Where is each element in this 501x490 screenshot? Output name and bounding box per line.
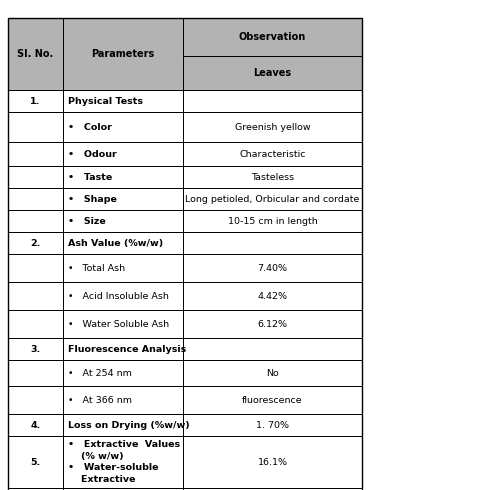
Bar [8, 210, 63, 232]
Text: Sl. No.: Sl. No. [18, 49, 54, 59]
Text: No: No [266, 368, 279, 377]
Text: •   Extractive  Values
    (% w/w)
•   Water-soluble
    Extractive: • Extractive Values (% w/w) • Water-solu… [68, 440, 180, 484]
Text: •   Odour: • Odour [68, 149, 117, 158]
Text: Observation: Observation [238, 32, 306, 42]
Bar [183, 254, 361, 282]
Text: •   Taste: • Taste [68, 172, 112, 181]
Bar [63, 338, 183, 360]
Bar [183, 56, 361, 90]
Text: 10-15 cm in length: 10-15 cm in length [227, 217, 317, 225]
Bar [183, 232, 361, 254]
Text: Loss on Drying (%w/w): Loss on Drying (%w/w) [68, 420, 189, 430]
Bar [8, 488, 63, 490]
Bar [63, 166, 183, 188]
Bar [183, 18, 361, 56]
Bar [63, 254, 183, 282]
Bar [8, 310, 63, 338]
Bar [63, 488, 183, 490]
Bar [63, 360, 183, 386]
Bar [8, 90, 63, 112]
Bar [8, 188, 63, 210]
Text: 1.: 1. [30, 97, 41, 105]
Bar [63, 282, 183, 310]
Text: 3.: 3. [31, 344, 41, 353]
Text: 4.: 4. [30, 420, 41, 430]
Bar [63, 112, 183, 142]
Bar [183, 166, 361, 188]
Bar [63, 310, 183, 338]
Bar [63, 436, 183, 488]
Bar [183, 282, 361, 310]
Text: •   Size: • Size [68, 217, 106, 225]
Bar [183, 386, 361, 414]
Text: •   At 254 nm: • At 254 nm [68, 368, 132, 377]
Bar [183, 112, 361, 142]
Bar [63, 90, 183, 112]
Bar [183, 338, 361, 360]
Text: Physical Tests: Physical Tests [68, 97, 143, 105]
Bar [8, 360, 63, 386]
Bar [183, 142, 361, 166]
Text: Leaves: Leaves [253, 68, 291, 78]
Bar [63, 188, 183, 210]
Bar [63, 414, 183, 436]
Bar [8, 232, 63, 254]
Bar [8, 18, 361, 490]
Text: •   Water Soluble Ash: • Water Soluble Ash [68, 319, 169, 328]
Bar [8, 414, 63, 436]
Text: Characteristic: Characteristic [239, 149, 305, 158]
Bar [183, 488, 361, 490]
Bar [8, 18, 63, 90]
Bar [8, 436, 63, 488]
Text: 6.12%: 6.12% [257, 319, 287, 328]
Text: Long petioled, Orbicular and cordate: Long petioled, Orbicular and cordate [185, 195, 359, 203]
Bar [183, 90, 361, 112]
Bar [183, 360, 361, 386]
Text: •   At 366 nm: • At 366 nm [68, 395, 132, 405]
Text: 5.: 5. [31, 458, 41, 466]
Text: Tasteless: Tasteless [250, 172, 294, 181]
Text: Parameters: Parameters [91, 49, 154, 59]
Bar [63, 210, 183, 232]
Text: Fluorescence Analysis: Fluorescence Analysis [68, 344, 186, 353]
Text: Ash Value (%w/w): Ash Value (%w/w) [68, 239, 163, 247]
Bar [183, 310, 361, 338]
Bar [63, 386, 183, 414]
Text: 16.1%: 16.1% [257, 458, 287, 466]
Text: 4.42%: 4.42% [257, 292, 287, 300]
Bar [8, 142, 63, 166]
Text: •   Acid Insoluble Ash: • Acid Insoluble Ash [68, 292, 168, 300]
Bar [63, 142, 183, 166]
Text: fluorescence: fluorescence [241, 395, 302, 405]
Text: •   Shape: • Shape [68, 195, 117, 203]
Bar [8, 166, 63, 188]
Text: •   Total Ash: • Total Ash [68, 264, 125, 272]
Bar [183, 210, 361, 232]
Bar [183, 414, 361, 436]
Bar [183, 188, 361, 210]
Text: 1. 70%: 1. 70% [256, 420, 289, 430]
Bar [8, 112, 63, 142]
Bar [183, 436, 361, 488]
Text: 7.40%: 7.40% [257, 264, 287, 272]
Bar [8, 338, 63, 360]
Text: 2.: 2. [30, 239, 41, 247]
Text: •   Color: • Color [68, 122, 112, 131]
Text: Greenish yellow: Greenish yellow [234, 122, 310, 131]
Bar [8, 254, 63, 282]
Bar [63, 232, 183, 254]
Bar [8, 282, 63, 310]
Bar [63, 18, 183, 90]
Bar [8, 386, 63, 414]
